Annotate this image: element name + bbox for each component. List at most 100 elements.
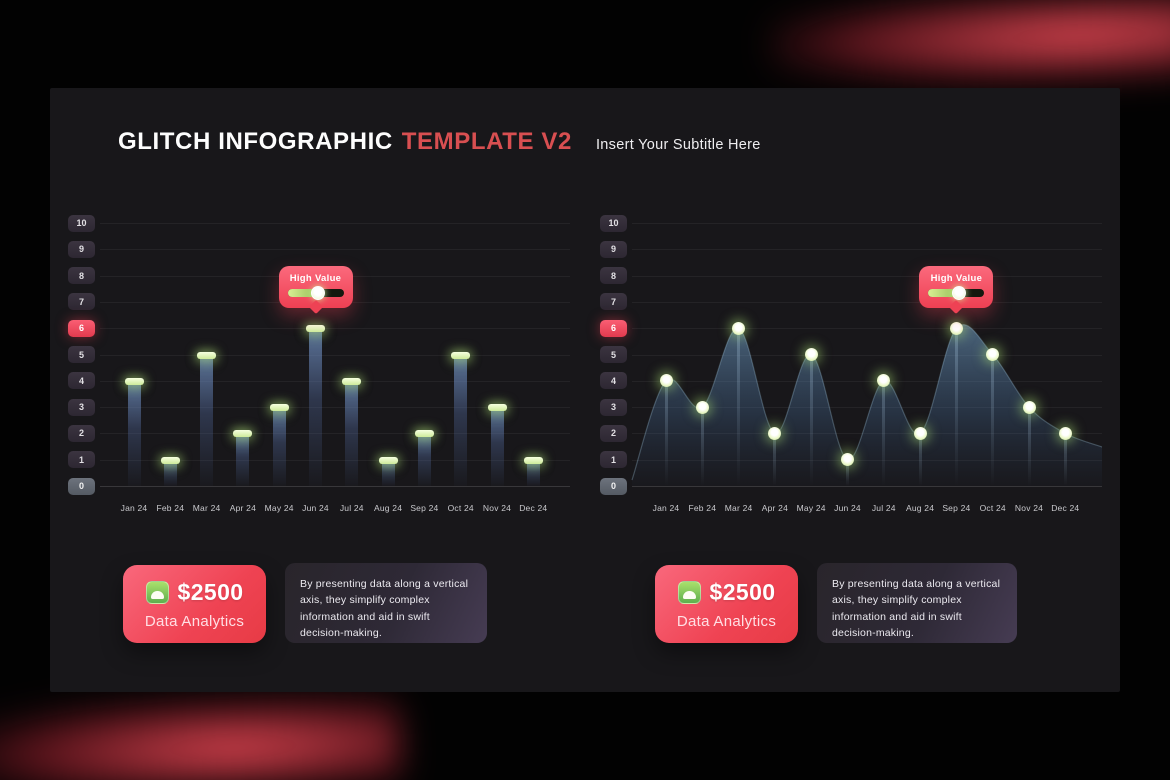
tooltip-slider[interactable] bbox=[928, 286, 985, 301]
page-title: GLITCH INFOGRAPHIC bbox=[118, 128, 393, 155]
data-point bbox=[659, 374, 673, 388]
y-axis-tick-1: 1 bbox=[68, 451, 95, 469]
gridline-6 bbox=[100, 328, 570, 330]
tooltip-slider[interactable] bbox=[287, 286, 344, 301]
x-axis-label: Mar 24 bbox=[724, 503, 753, 513]
description-card: By presenting data along a vertical axis… bbox=[285, 563, 487, 643]
y-axis-tick-1: 1 bbox=[600, 451, 627, 469]
point-streak bbox=[918, 433, 922, 486]
bar-chart: High Value 10 9 8 7 6 5 4 3 2 1 0 Jan 24 Feb 24 Mar 2… bbox=[68, 214, 570, 515]
x-axis-label: Oct 24 bbox=[447, 503, 474, 513]
bar-cap-glow bbox=[160, 456, 180, 464]
slider-fill bbox=[928, 289, 961, 298]
slider-fill bbox=[287, 289, 320, 298]
gridline-0 bbox=[100, 486, 570, 487]
x-axis-label: Aug 24 bbox=[374, 503, 403, 513]
x-axis-label: Sep 24 bbox=[410, 503, 439, 513]
x-axis-label: Mar 24 bbox=[192, 503, 221, 513]
area-chart: High Value 10 9 8 7 6 5 4 3 2 1 0 Jan 24 Feb 24 Mar 2… bbox=[600, 214, 1102, 515]
x-axis-label: Jul 24 bbox=[871, 503, 896, 513]
y-axis-tick-3: 3 bbox=[68, 398, 95, 416]
bar-cap-glow bbox=[523, 456, 543, 464]
bar-cap-glow bbox=[269, 404, 289, 412]
point-streak bbox=[737, 328, 741, 486]
chart-bar bbox=[200, 354, 214, 486]
x-axis-label: May 24 bbox=[264, 503, 294, 513]
header: GLITCH INFOGRAPHIC TEMPLATE V2 Insert Yo… bbox=[118, 128, 761, 156]
chart-bar bbox=[490, 407, 504, 486]
point-streak bbox=[954, 328, 958, 486]
data-point bbox=[913, 426, 927, 440]
mountain-icon-glyph bbox=[150, 590, 164, 599]
point-streak bbox=[664, 380, 668, 486]
y-axis-tick-7: 7 bbox=[68, 293, 95, 311]
y-axis-tick-10: 10 bbox=[68, 214, 95, 232]
chart-bar bbox=[526, 459, 540, 486]
mountain-icon-glyph bbox=[682, 590, 696, 599]
data-point bbox=[768, 426, 782, 440]
bar-cap-glow bbox=[306, 325, 325, 333]
gridline-2 bbox=[100, 433, 570, 435]
data-point bbox=[841, 453, 854, 467]
point-streak bbox=[1063, 433, 1067, 486]
point-streak bbox=[882, 380, 886, 486]
point-streak bbox=[1027, 407, 1031, 486]
mountain-icon bbox=[677, 580, 701, 604]
chart-bar bbox=[236, 433, 250, 486]
data-point bbox=[986, 348, 1000, 361]
x-axis-label: Sep 24 bbox=[942, 503, 971, 513]
gridline-8 bbox=[632, 275, 1102, 277]
chart-bar bbox=[381, 459, 395, 486]
slider-knob[interactable] bbox=[952, 286, 967, 301]
y-axis-tick-0: 0 bbox=[600, 477, 627, 495]
y-axis-tick-5: 5 bbox=[68, 346, 95, 363]
point-streak bbox=[809, 354, 813, 486]
y-axis-tick-8: 8 bbox=[600, 267, 627, 285]
y-axis-tick-6: 6 bbox=[68, 319, 95, 337]
description-card: By presenting data along a vertical axis… bbox=[817, 563, 1017, 643]
chart-bar bbox=[417, 433, 431, 486]
bar-cap-glow bbox=[451, 351, 471, 359]
gridline-9 bbox=[100, 249, 570, 251]
x-axis-label: Feb 24 bbox=[688, 503, 717, 513]
x-axis-label: Jun 24 bbox=[834, 503, 861, 513]
slider-knob[interactable] bbox=[311, 286, 326, 301]
high-value-tooltip: High Value bbox=[919, 266, 994, 309]
point-streak bbox=[991, 354, 995, 486]
bar-cap-glow bbox=[487, 404, 507, 412]
price-row: $2500 bbox=[145, 579, 244, 606]
gridline-10 bbox=[632, 223, 1102, 224]
gridline-4 bbox=[100, 380, 570, 382]
gridline-9 bbox=[632, 249, 1102, 251]
gridline-3 bbox=[632, 407, 1102, 409]
red-glow-bottom-left bbox=[0, 692, 402, 780]
gridline-3 bbox=[100, 407, 570, 409]
point-streak bbox=[846, 459, 849, 486]
chart-bar bbox=[454, 354, 468, 486]
price-value: $2500 bbox=[709, 578, 776, 605]
x-axis-label: Apr 24 bbox=[761, 503, 789, 513]
y-axis-tick-9: 9 bbox=[600, 240, 627, 258]
point-streak bbox=[773, 433, 777, 486]
gridline-10 bbox=[100, 223, 570, 224]
data-point bbox=[1022, 400, 1036, 414]
x-axis-label: Aug 24 bbox=[906, 503, 935, 513]
data-point bbox=[732, 321, 746, 335]
chart-bar bbox=[345, 380, 359, 486]
bar-cap-glow bbox=[124, 377, 144, 385]
y-axis-tick-8: 8 bbox=[68, 267, 95, 285]
x-axis-label: Nov 24 bbox=[482, 503, 512, 513]
y-axis-tick-10: 10 bbox=[600, 214, 627, 232]
point-streak bbox=[700, 407, 704, 486]
bar-cap-glow bbox=[197, 351, 217, 359]
gridline-6 bbox=[632, 328, 1102, 330]
data-point bbox=[695, 400, 709, 414]
x-axis-label: Apr 24 bbox=[229, 503, 257, 513]
y-axis-tick-0: 0 bbox=[68, 477, 95, 495]
y-axis-tick-6: 6 bbox=[600, 319, 627, 337]
bar-cap-glow bbox=[233, 430, 253, 438]
y-axis-tick-4: 4 bbox=[600, 372, 627, 390]
y-axis-tick-2: 2 bbox=[600, 424, 627, 442]
x-axis-label: Feb 24 bbox=[156, 503, 185, 513]
